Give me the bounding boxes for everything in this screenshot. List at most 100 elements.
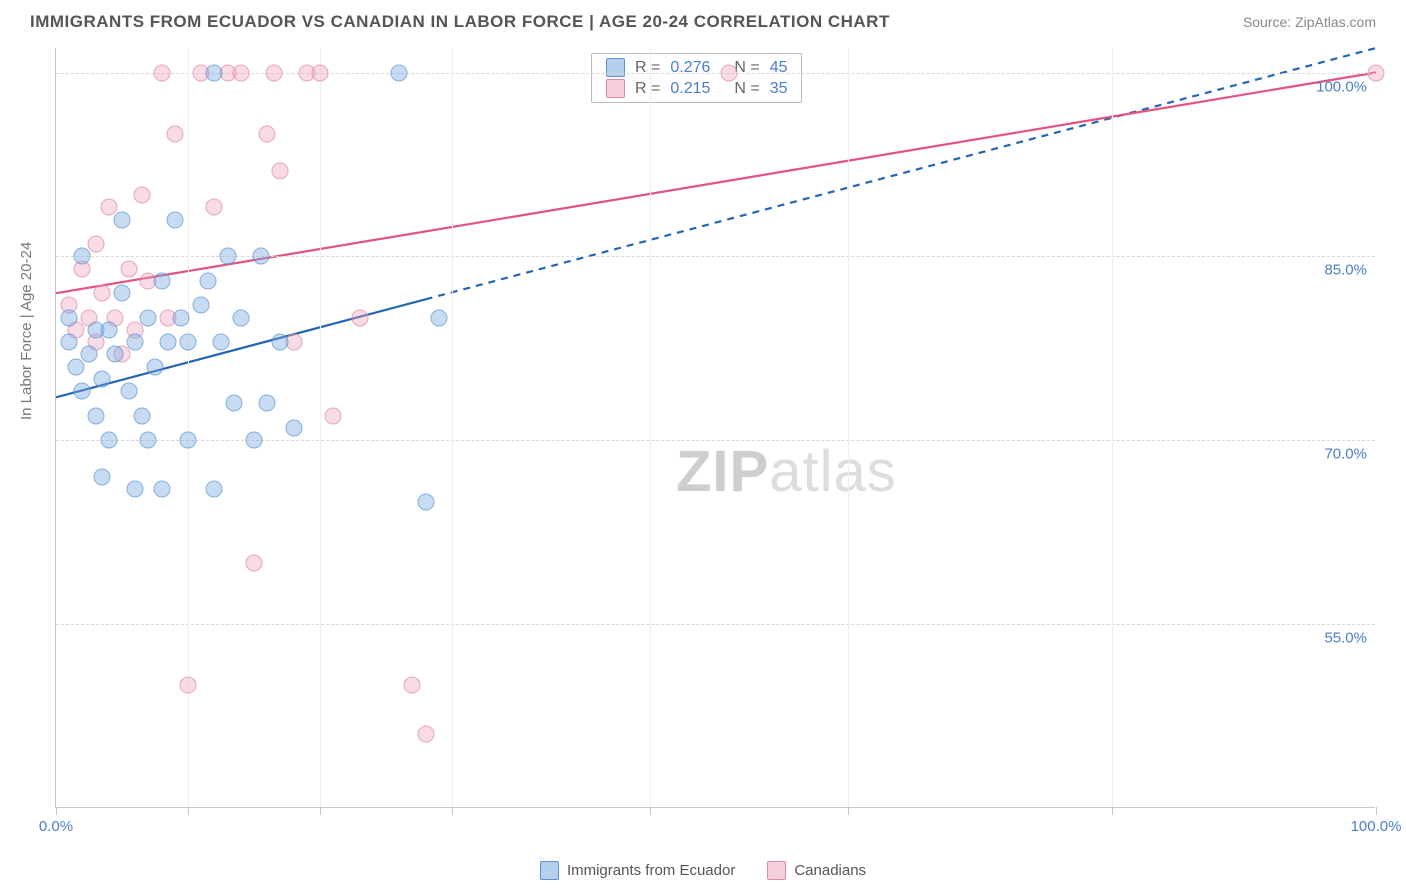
x-tick [188,807,189,815]
data-point [166,125,183,142]
data-point [133,407,150,424]
data-point [219,248,236,265]
data-point [114,211,131,228]
y-tick-label: 85.0% [1324,262,1367,279]
data-point [67,358,84,375]
swatch-icon [767,861,786,880]
data-point [94,285,111,302]
data-point [94,370,111,387]
x-tick-label: 100.0% [1351,818,1402,835]
data-point [173,309,190,326]
data-point [1368,64,1385,81]
data-point [417,726,434,743]
data-point [252,248,269,265]
data-point [120,383,137,400]
data-point [160,334,177,351]
data-point [140,432,157,449]
data-point [180,334,197,351]
data-point [272,162,289,179]
scatter-chart: R = 0.276 N = 45 R = 0.215 N = 35 ZIPatl… [55,48,1375,808]
x-tick [320,807,321,815]
data-point [351,309,368,326]
legend-item-canadians: Canadians [767,861,866,880]
data-point [232,64,249,81]
data-point [153,64,170,81]
data-point [259,395,276,412]
bottom-legend: Immigrants from Ecuador Canadians [0,861,1406,880]
data-point [74,248,91,265]
data-point [127,481,144,498]
y-tick-label: 55.0% [1324,630,1367,647]
swatch-icon [540,861,559,880]
data-point [206,199,223,216]
gridline-v [452,48,453,807]
data-point [206,64,223,81]
gridline-v [1112,48,1113,807]
data-point [127,334,144,351]
data-point [120,260,137,277]
data-point [166,211,183,228]
stats-row-canadians: R = 0.215 N = 35 [592,78,801,99]
data-point [404,677,421,694]
data-point [417,493,434,510]
data-point [285,420,302,437]
data-point [61,309,78,326]
data-point [206,481,223,498]
correlation-stats-box: R = 0.276 N = 45 R = 0.215 N = 35 [591,53,802,103]
x-tick [650,807,651,815]
data-point [259,125,276,142]
trend-lines-layer [56,48,1376,808]
data-point [180,432,197,449]
data-point [114,285,131,302]
gridline-v [848,48,849,807]
data-point [199,272,216,289]
data-point [272,334,289,351]
data-point [87,407,104,424]
x-tick [1112,807,1113,815]
swatch-icon [606,58,625,77]
data-point [133,187,150,204]
gridline-v [320,48,321,807]
data-point [147,358,164,375]
data-point [100,432,117,449]
data-point [721,64,738,81]
y-tick-label: 70.0% [1324,446,1367,463]
data-point [81,346,98,363]
data-point [226,395,243,412]
data-point [265,64,282,81]
data-point [391,64,408,81]
data-point [153,481,170,498]
data-point [87,236,104,253]
data-point [232,309,249,326]
data-point [74,383,91,400]
chart-title: IMMIGRANTS FROM ECUADOR VS CANADIAN IN L… [30,12,890,32]
y-tick-label: 100.0% [1316,78,1367,95]
data-point [180,677,197,694]
data-point [94,469,111,486]
data-point [153,272,170,289]
gridline-h [56,624,1375,625]
data-point [312,64,329,81]
swatch-icon [606,79,625,98]
data-point [140,309,157,326]
data-point [100,321,117,338]
data-point [193,297,210,314]
x-tick [452,807,453,815]
source-credit: Source: ZipAtlas.com [1243,14,1376,30]
data-point [107,346,124,363]
gridline-h [56,73,1375,74]
data-point [246,554,263,571]
x-tick [56,807,57,815]
data-point [430,309,447,326]
data-point [246,432,263,449]
x-tick [1376,807,1377,815]
x-tick [848,807,849,815]
y-axis-title: In Labor Force | Age 20-24 [18,242,35,420]
legend-item-ecuador: Immigrants from Ecuador [540,861,735,880]
gridline-v [650,48,651,807]
data-point [61,334,78,351]
x-tick-label: 0.0% [39,818,73,835]
data-point [213,334,230,351]
data-point [325,407,342,424]
stats-row-ecuador: R = 0.276 N = 45 [592,57,801,78]
